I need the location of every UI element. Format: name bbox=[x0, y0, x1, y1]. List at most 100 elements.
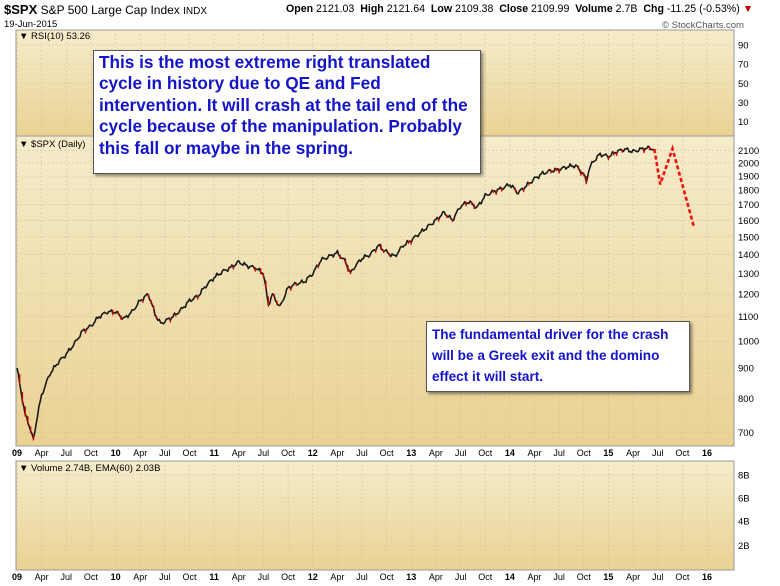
volume-panel bbox=[15, 460, 735, 571]
x-tick-label: Oct bbox=[281, 448, 296, 458]
x-tick-label: Jul bbox=[258, 448, 270, 458]
x-tick-label: 13 bbox=[406, 572, 416, 582]
rsi-tick-label: 10 bbox=[738, 117, 749, 128]
price-tick-label: 1200 bbox=[738, 290, 759, 301]
x-tick-label: Oct bbox=[675, 572, 690, 582]
rsi-tick-label: 90 bbox=[738, 41, 749, 52]
x-tick-label: 15 bbox=[603, 448, 613, 458]
volume-icon: ▼ bbox=[19, 463, 29, 474]
x-tick-label: Jul bbox=[455, 448, 467, 458]
x-tick-label: Oct bbox=[478, 448, 493, 458]
x-tick-label: Oct bbox=[84, 448, 99, 458]
price-tick-label: 900 bbox=[738, 364, 754, 375]
x-tick-label: Apr bbox=[133, 448, 147, 458]
x-tick-label: 14 bbox=[505, 572, 515, 582]
x-tick-label: Jul bbox=[356, 448, 368, 458]
price-tick-label: 1900 bbox=[738, 172, 759, 183]
price-tick-label: 2000 bbox=[738, 158, 759, 169]
x-tick-label: Apr bbox=[527, 448, 541, 458]
x-tick-label: Jul bbox=[455, 572, 467, 582]
main-annotation: This is the most extreme right translate… bbox=[93, 50, 481, 174]
price-tick-label: 2100 bbox=[738, 146, 759, 157]
symbol: $SPX bbox=[4, 2, 38, 17]
volume-tick-label: 8B bbox=[738, 471, 750, 482]
x-tick-label: Apr bbox=[429, 572, 443, 582]
chart-date: 19-Jun-2015 bbox=[4, 19, 58, 30]
price-tick-label: 1100 bbox=[738, 312, 758, 323]
chg-down-arrow-icon: ▼ bbox=[742, 3, 754, 15]
x-tick-label: 14 bbox=[505, 448, 515, 458]
price-tick-label: 800 bbox=[738, 394, 754, 405]
x-tick-label: 15 bbox=[603, 572, 613, 582]
price-tick-label: 700 bbox=[738, 428, 754, 439]
volume-label: Volume 2.74B, EMA(60) 2.03B bbox=[31, 463, 161, 474]
price-label: $SPX (Daily) bbox=[31, 139, 86, 150]
projection-line bbox=[653, 144, 696, 228]
x-tick-label: Oct bbox=[478, 572, 493, 582]
x-tick-label: 11 bbox=[209, 448, 219, 458]
rsi-label: RSI(10) 53.26 bbox=[31, 31, 91, 42]
x-tick-label: 16 bbox=[702, 448, 712, 458]
x-tick-label: Oct bbox=[380, 448, 395, 458]
x-tick-label: 09 bbox=[12, 448, 22, 458]
x-tick-label: 13 bbox=[406, 448, 416, 458]
rsi-tick-label: 50 bbox=[738, 79, 749, 90]
x-tick-label: Jul bbox=[553, 572, 565, 582]
volume-tick-label: 4B bbox=[738, 517, 750, 528]
x-tick-label: Oct bbox=[84, 572, 99, 582]
ohlc-readout: Open 2121.03 High 2121.64 Low 2109.38 Cl… bbox=[286, 3, 754, 15]
x-tick-label: Oct bbox=[380, 572, 395, 582]
x-tick-label: Apr bbox=[232, 572, 246, 582]
x-tick-label: Apr bbox=[232, 448, 246, 458]
x-tick-label: Apr bbox=[133, 572, 147, 582]
x-tick-label: Oct bbox=[675, 448, 690, 458]
price-tick-label: 1500 bbox=[738, 232, 759, 243]
x-tick-label: Jul bbox=[652, 572, 664, 582]
x-tick-label: Apr bbox=[35, 572, 49, 582]
x-tick-label: Oct bbox=[182, 448, 197, 458]
x-tick-label: Jul bbox=[61, 572, 73, 582]
price-tick-label: 1700 bbox=[738, 200, 759, 211]
x-tick-label: 12 bbox=[308, 572, 318, 582]
x-tick-label: 16 bbox=[702, 572, 712, 582]
price-series-line bbox=[16, 145, 655, 440]
index-name: S&P 500 Large Cap Index bbox=[40, 3, 180, 17]
x-tick-label: 11 bbox=[209, 572, 219, 582]
price-panel bbox=[15, 135, 735, 447]
x-tick-label: Jul bbox=[553, 448, 565, 458]
watermark: © StockCharts.com bbox=[662, 20, 744, 31]
price-tick-label: 1000 bbox=[738, 337, 759, 348]
x-tick-label: Apr bbox=[527, 572, 541, 582]
x-tick-label: 12 bbox=[308, 448, 318, 458]
price-icon: ▼ bbox=[19, 139, 29, 150]
price-tick-label: 1400 bbox=[738, 250, 759, 261]
x-tick-label: Oct bbox=[281, 572, 296, 582]
rsi-icon: ▼ bbox=[19, 31, 29, 42]
x-tick-label: 10 bbox=[111, 448, 121, 458]
x-tick-label: Apr bbox=[35, 448, 49, 458]
volume-tick-label: 6B bbox=[738, 494, 750, 505]
x-tick-label: Jul bbox=[258, 572, 270, 582]
x-tick-label: Jul bbox=[61, 448, 73, 458]
x-tick-label: Apr bbox=[429, 448, 443, 458]
x-tick-label: Jul bbox=[159, 448, 171, 458]
x-tick-label: Oct bbox=[182, 572, 197, 582]
x-tick-label: Apr bbox=[330, 572, 344, 582]
x-tick-label: Oct bbox=[577, 572, 592, 582]
price-tick-label: 1300 bbox=[738, 269, 759, 280]
exchange: INDX bbox=[183, 6, 208, 17]
x-tick-label: 09 bbox=[12, 572, 22, 582]
price-tick-label: 1600 bbox=[738, 216, 759, 227]
driver-annotation: The fundamental driver for the crash wil… bbox=[426, 321, 690, 392]
x-tick-label: Oct bbox=[577, 448, 592, 458]
x-tick-label: Apr bbox=[626, 448, 640, 458]
volume-tick-label: 2B bbox=[738, 541, 750, 552]
rsi-tick-label: 30 bbox=[738, 98, 749, 109]
x-tick-label: Jul bbox=[652, 448, 664, 458]
price-tick-label: 1800 bbox=[738, 186, 759, 197]
x-tick-label: 10 bbox=[111, 572, 121, 582]
x-tick-label: Apr bbox=[330, 448, 344, 458]
x-tick-label: Apr bbox=[626, 572, 640, 582]
rsi-tick-label: 70 bbox=[738, 60, 749, 71]
